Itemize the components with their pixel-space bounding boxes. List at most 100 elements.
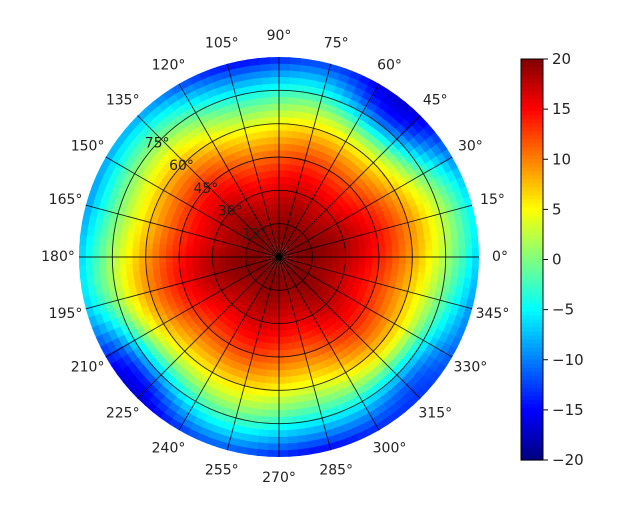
heatmap-cell (275, 229, 279, 238)
colorbar-ticks: 20 15 10 5 0 −5 −10 −15 −20 (543, 50, 584, 469)
heatmap-cell (286, 170, 294, 179)
heatmap-cell (378, 256, 387, 264)
heatmap-cell (301, 238, 309, 244)
heatmap-cell (391, 243, 400, 252)
heatmap-cell (316, 239, 325, 245)
heatmap-cell (298, 252, 307, 256)
heatmap-cell (80, 214, 91, 228)
heatmap-cell (347, 227, 356, 235)
heatmap-cell (300, 201, 307, 210)
heatmap-cell (165, 244, 173, 253)
heatmap-cell (254, 305, 261, 314)
heatmap-cell (255, 291, 262, 300)
heatmap-cell (252, 408, 264, 417)
colorbar-segment (521, 263, 543, 269)
colorbar-tick-label: −15 (552, 401, 584, 419)
heatmap-cell (93, 216, 104, 230)
angular-tick-label: 255° (205, 462, 239, 478)
heatmap-cell (456, 226, 466, 240)
heatmap-cell (268, 76, 281, 84)
heatmap-cell (237, 276, 246, 283)
heatmap-cell (295, 199, 302, 208)
heatmap-cell (250, 289, 258, 297)
heatmap-cell (265, 254, 273, 257)
heatmap-cell (246, 276, 254, 283)
heatmap-cell (321, 221, 331, 229)
heatmap-cell (274, 229, 278, 238)
angular-tick-label: 225° (106, 405, 140, 421)
heatmap-cell (271, 316, 277, 325)
colorbar-segment (521, 239, 543, 245)
heatmap-cell (249, 295, 256, 304)
heatmap-cell (283, 283, 287, 291)
heatmap-cell (302, 287, 309, 296)
heatmap-cell (277, 423, 290, 431)
heatmap-cell (235, 284, 243, 292)
heatmap-cell (120, 222, 130, 234)
angular-tick-label: 75° (324, 36, 349, 52)
heatmap-cell (290, 301, 296, 310)
heatmap-cell (269, 89, 281, 98)
heatmap-cell (272, 143, 280, 151)
heatmap-cell (307, 236, 316, 243)
heatmap-cell (345, 223, 355, 232)
heatmap-cell (234, 271, 243, 277)
colorbar-segment (521, 399, 543, 405)
colorbar-segment (521, 267, 543, 273)
heatmap-cell (445, 255, 453, 268)
heatmap-cell (251, 235, 259, 242)
angular-gridline (85, 204, 280, 258)
heatmap-cell (293, 278, 300, 286)
colorbar-tick-label: −10 (552, 351, 584, 369)
colorbar-segment (521, 71, 543, 76)
heatmap-cell (256, 57, 271, 65)
heatmap-cell (298, 282, 305, 290)
heatmap-cell (268, 430, 281, 438)
heatmap-cell (232, 227, 241, 234)
heatmap-cell (242, 225, 250, 233)
heatmap-cell (191, 247, 200, 254)
heatmap-cell (271, 237, 275, 245)
heatmap-cell (266, 232, 271, 240)
heatmap-cell (79, 234, 87, 249)
colorbar-segment (521, 207, 543, 212)
colorbar-segment (521, 187, 543, 192)
heatmap-cell (85, 235, 94, 249)
angular-tick-label: 210° (71, 360, 105, 376)
heatmap-cell (249, 210, 256, 219)
heatmap-cell (248, 317, 256, 327)
heatmap-cell (226, 266, 234, 272)
heatmap-cell (271, 383, 280, 391)
heatmap-cell (125, 248, 133, 258)
heatmap-cell (283, 269, 287, 277)
angular-gridline (137, 115, 280, 258)
heatmap-cell (240, 216, 248, 225)
heatmap-cell (198, 248, 207, 254)
heatmap-cell (245, 196, 253, 206)
heatmap-cell (219, 267, 228, 274)
heatmap-cell (287, 274, 292, 282)
heatmap-cell (310, 216, 318, 225)
heatmap-cell (296, 265, 304, 270)
heatmap-cell (240, 280, 249, 287)
heatmap-cell (423, 271, 433, 283)
heatmap-cell (262, 243, 270, 249)
heatmap-cell (253, 247, 261, 251)
colorbar-segment (521, 111, 543, 116)
heatmap-cell (214, 216, 224, 225)
heatmap-cell (313, 286, 322, 294)
heatmap-cell (253, 290, 260, 299)
heatmap-cell (252, 251, 260, 254)
heatmap-cell (293, 228, 300, 236)
heatmap-cell (278, 350, 285, 358)
heatmap-cell (287, 232, 292, 240)
heatmap-cell (158, 237, 168, 246)
heatmap-cell (260, 219, 266, 228)
heatmap-cell (278, 116, 288, 124)
heatmap-cell (295, 284, 302, 293)
heatmap-cell (105, 237, 114, 250)
heatmap-cell (225, 253, 233, 258)
heatmap-cell (288, 225, 293, 233)
heatmap-cell (247, 267, 256, 273)
heatmap-cell (291, 249, 299, 253)
